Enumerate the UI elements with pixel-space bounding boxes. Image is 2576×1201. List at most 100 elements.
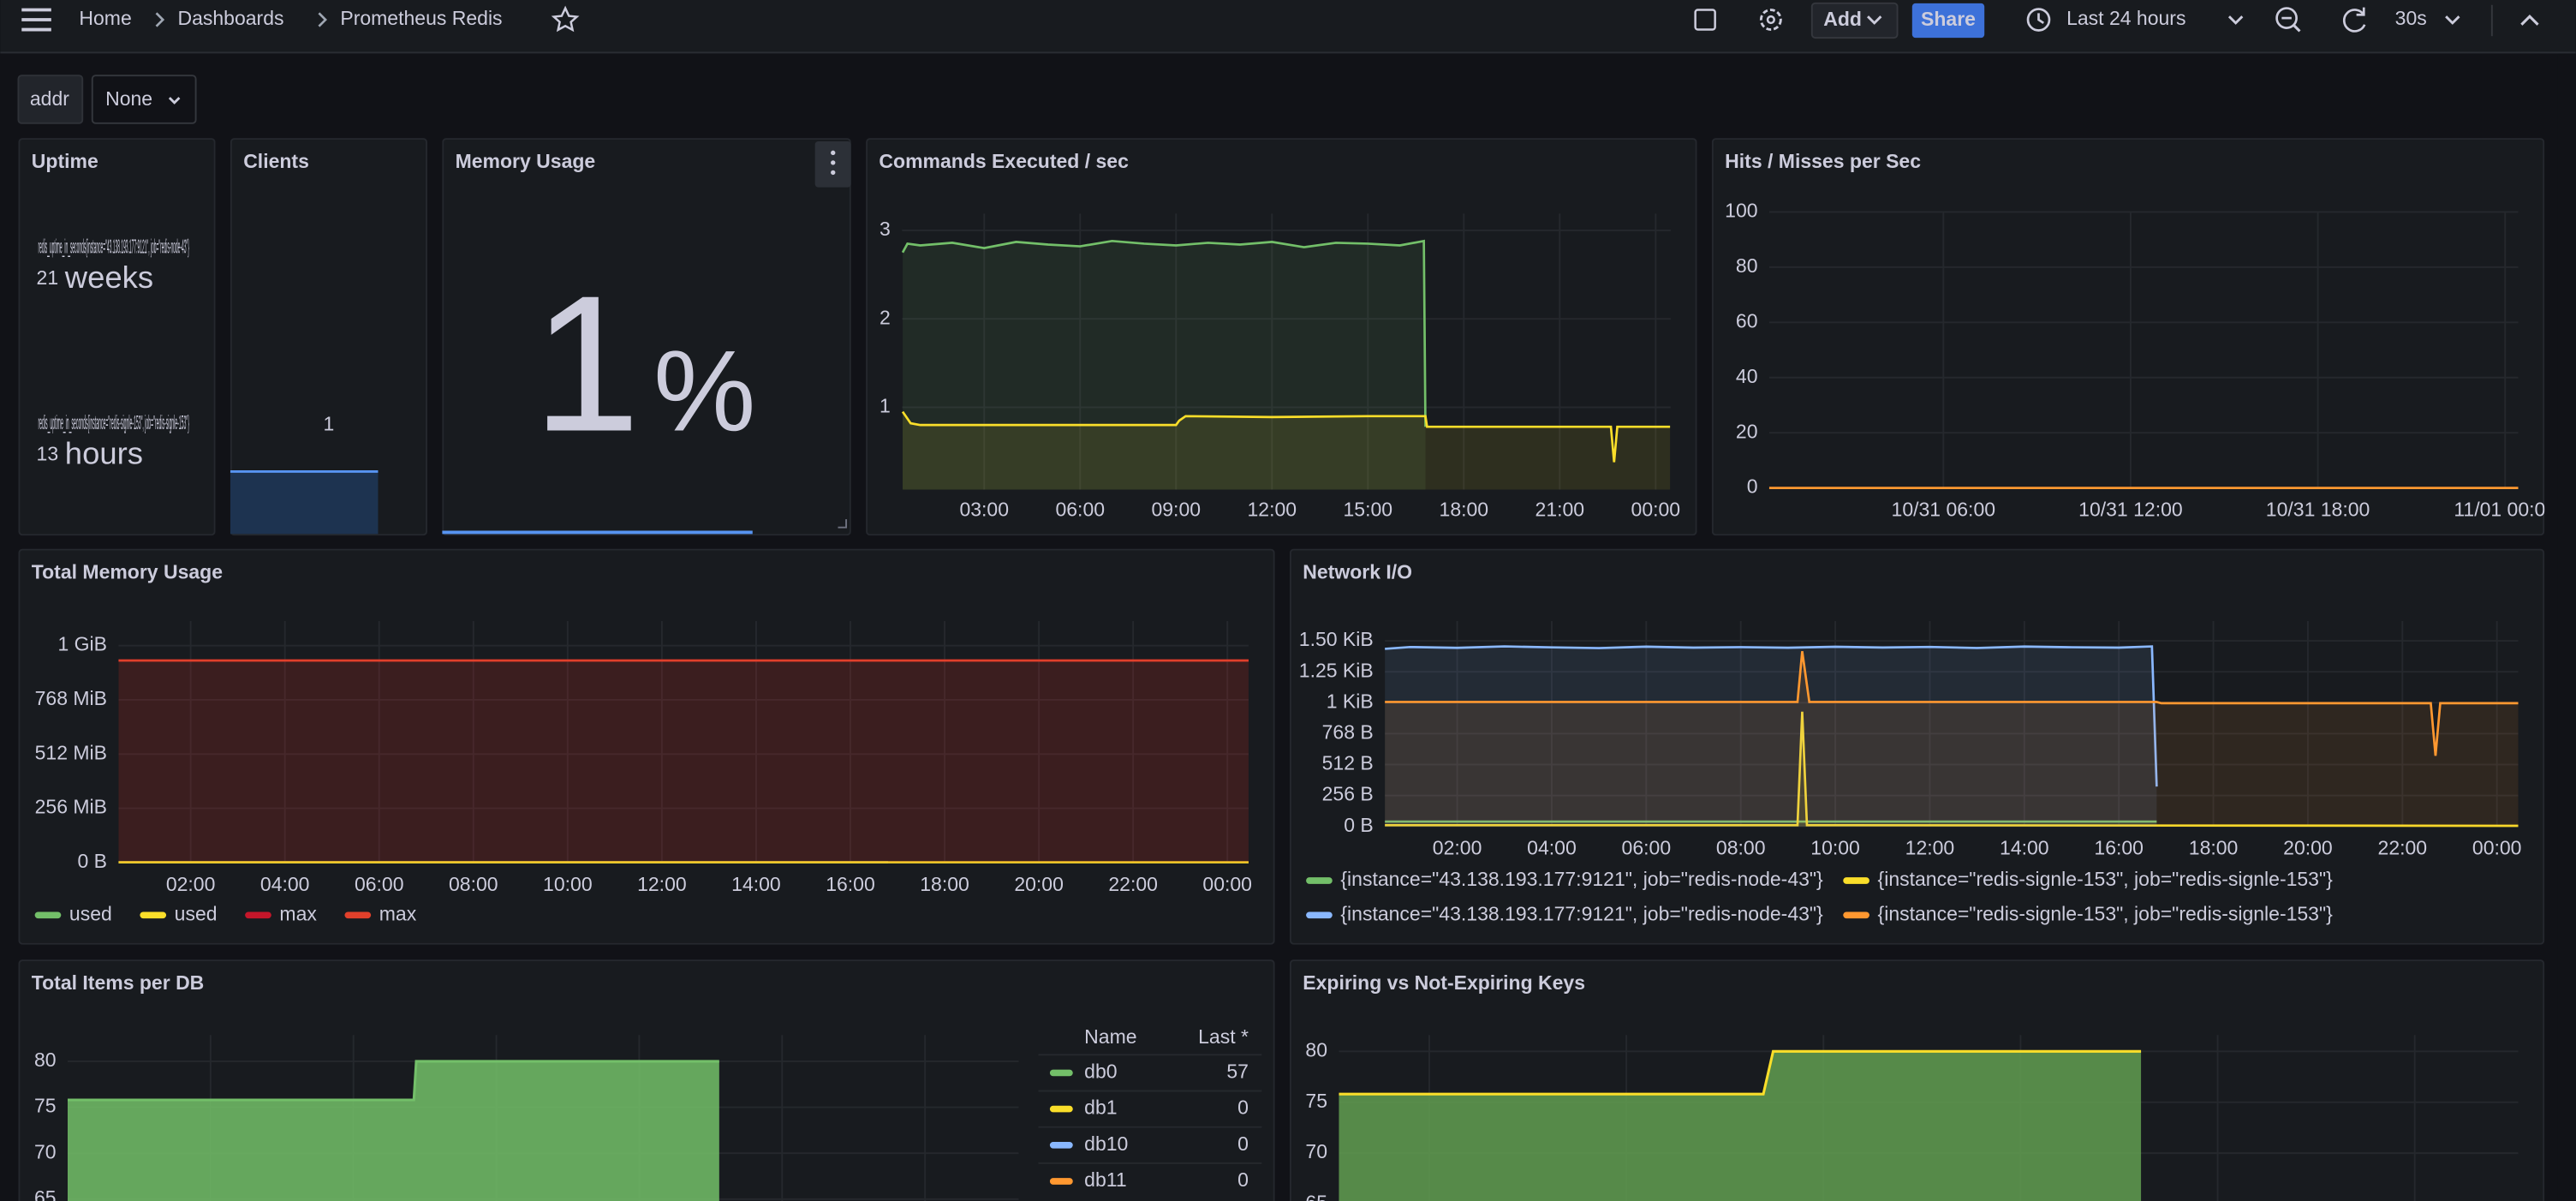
area-fill bbox=[903, 241, 1426, 490]
panel-background bbox=[230, 138, 428, 536]
menu-dot bbox=[831, 150, 836, 156]
time-range-picker[interactable]: Last 24 hours bbox=[2066, 7, 2185, 29]
x-tick-label: 11/01 00:00 bbox=[2454, 499, 2556, 521]
chevron-icon bbox=[168, 97, 181, 105]
series-line bbox=[1385, 651, 2519, 756]
x-tick-label: 02:00 bbox=[166, 873, 216, 895]
x-tick-label: 04:00 bbox=[1527, 837, 1577, 859]
legend-label[interactable]: used bbox=[69, 902, 112, 924]
y-tick-label: 65 bbox=[1305, 1192, 1327, 1201]
y-tick-label: 80 bbox=[1305, 1038, 1327, 1061]
panel: Network I/O 0 B 256 B 512 B 768 B 1 KiB 1.25 K… bbox=[1289, 548, 2545, 945]
refresh-icon[interactable] bbox=[2342, 7, 2366, 33]
share-button[interactable] bbox=[1911, 3, 1985, 39]
panel-title: Memory Usage bbox=[456, 150, 596, 172]
legend-header[interactable]: Name bbox=[1084, 1025, 1136, 1048]
stat-unit: weeks bbox=[64, 260, 153, 295]
y-tick-label: 256 B bbox=[1322, 783, 1374, 805]
x-tick-label: 06:00 bbox=[1055, 499, 1105, 521]
x-tick-label: 08:00 bbox=[449, 873, 498, 895]
x-tick-label: 02:00 bbox=[1433, 837, 1482, 859]
stat-value: 13 hours bbox=[37, 435, 143, 470]
panel-title: Network I/O bbox=[1303, 560, 1412, 583]
sparkline-area bbox=[230, 471, 379, 535]
stat-unit: hours bbox=[65, 435, 143, 470]
y-tick-label: 20 bbox=[1736, 420, 1758, 442]
legend-label[interactable]: {instance="43.138.193.177:9121", job="re… bbox=[1340, 902, 1823, 924]
series-line bbox=[1385, 711, 2519, 828]
clock-hands bbox=[2037, 13, 2044, 24]
legend-label[interactable]: max bbox=[279, 902, 317, 924]
legend-name[interactable]: db0 bbox=[1084, 1060, 1117, 1082]
area-fill bbox=[1385, 646, 2157, 827]
x-tick-label: 08:00 bbox=[1716, 837, 1766, 859]
legend-label[interactable]: {instance="redis-signle-153", job="redis… bbox=[1878, 868, 2334, 890]
x-tick-label: 12:00 bbox=[637, 873, 687, 895]
y-tick-label: 3 bbox=[880, 218, 891, 240]
legend-header[interactable]: Last * bbox=[1198, 1025, 1249, 1048]
star-icon[interactable] bbox=[551, 5, 580, 33]
chevron-icon bbox=[1867, 15, 1882, 25]
legend-label[interactable]: {instance="redis-signle-153", job="redis… bbox=[1878, 902, 2334, 924]
panel-title: Commands Executed / sec bbox=[879, 150, 1129, 172]
x-tick-label: 15:00 bbox=[1344, 499, 1393, 521]
legend-label[interactable]: max bbox=[379, 902, 417, 924]
breadcrumb[interactable]: Dashboards bbox=[177, 7, 283, 29]
area-fill bbox=[903, 411, 1671, 490]
refresh-interval[interactable]: 30s bbox=[2395, 7, 2427, 29]
legend-label[interactable]: used bbox=[175, 902, 218, 924]
x-tick-label: 12:00 bbox=[1905, 837, 1955, 859]
y-tick-label: 40 bbox=[1736, 365, 1758, 387]
legend-name[interactable]: db10 bbox=[1084, 1132, 1128, 1155]
variable-select[interactable] bbox=[91, 75, 197, 124]
separator-icon bbox=[155, 12, 165, 27]
legend-name[interactable]: db1 bbox=[1084, 1096, 1117, 1119]
top-bar bbox=[0, 0, 2576, 53]
panel-background bbox=[866, 138, 1697, 536]
collapse-icon[interactable] bbox=[2520, 15, 2539, 26]
x-tick-label: 20:00 bbox=[2283, 837, 2333, 859]
x-tick-label: 03:00 bbox=[959, 499, 1009, 521]
y-tick-label: 60 bbox=[1736, 309, 1758, 332]
x-tick-label: 21:00 bbox=[1535, 499, 1585, 521]
save-icon[interactable] bbox=[1694, 9, 1716, 31]
stat-number: 21 bbox=[37, 266, 59, 289]
y-tick-label: 70 bbox=[1305, 1140, 1327, 1162]
x-tick-label: 16:00 bbox=[826, 873, 875, 895]
x-tick-label: 10/31 06:00 bbox=[1892, 499, 1996, 521]
add-button[interactable] bbox=[1810, 2, 1899, 39]
y-tick-label: 0 B bbox=[77, 850, 107, 872]
x-tick-label: 16:00 bbox=[2094, 837, 2144, 859]
y-tick-label: 768 MiB bbox=[35, 687, 107, 709]
series-line bbox=[901, 239, 1427, 427]
x-tick-label: 10/31 12:00 bbox=[2078, 499, 2183, 521]
y-tick-label: 80 bbox=[1736, 254, 1758, 277]
stat-number: 1 bbox=[533, 254, 641, 471]
chevron-icon bbox=[2445, 15, 2460, 25]
x-tick-label: 22:00 bbox=[1108, 873, 1158, 895]
zoom-out-icon[interactable] bbox=[2275, 7, 2298, 29]
y-tick-label: 768 B bbox=[1322, 720, 1374, 743]
breadcrumb: Prometheus Redis bbox=[340, 7, 502, 29]
scrollbar-track bbox=[2557, 54, 2576, 1201]
zoom-out-handle bbox=[2293, 24, 2301, 33]
variable-label-box bbox=[17, 75, 84, 124]
y-tick-label: 70 bbox=[34, 1140, 57, 1162]
menu-button[interactable] bbox=[21, 8, 51, 32]
series-line bbox=[1385, 645, 2158, 787]
settings-icon[interactable] bbox=[1759, 9, 1782, 31]
panel: Hits / Misses per Sec 0 20 40 60 80 100 10/31 0… bbox=[1711, 138, 2556, 536]
legend-name[interactable]: db11 bbox=[1084, 1168, 1126, 1191]
series-line bbox=[67, 1060, 719, 1102]
panel: Total Memory Usage 0 B 256 MiB 512 MiB 768 M… bbox=[18, 548, 1275, 945]
breadcrumb[interactable]: Home bbox=[79, 7, 131, 29]
y-tick-label: 0 B bbox=[1344, 814, 1374, 836]
panel-background bbox=[442, 138, 851, 536]
legend-label[interactable]: {instance="43.138.193.177:9121", job="re… bbox=[1340, 868, 1823, 890]
y-tick-label: 1 KiB bbox=[1327, 690, 1374, 712]
panel-menu-button[interactable] bbox=[814, 140, 851, 188]
area-fill bbox=[118, 660, 1249, 863]
stat-value: 1 bbox=[324, 412, 335, 434]
y-tick-label: 512 MiB bbox=[35, 741, 107, 763]
